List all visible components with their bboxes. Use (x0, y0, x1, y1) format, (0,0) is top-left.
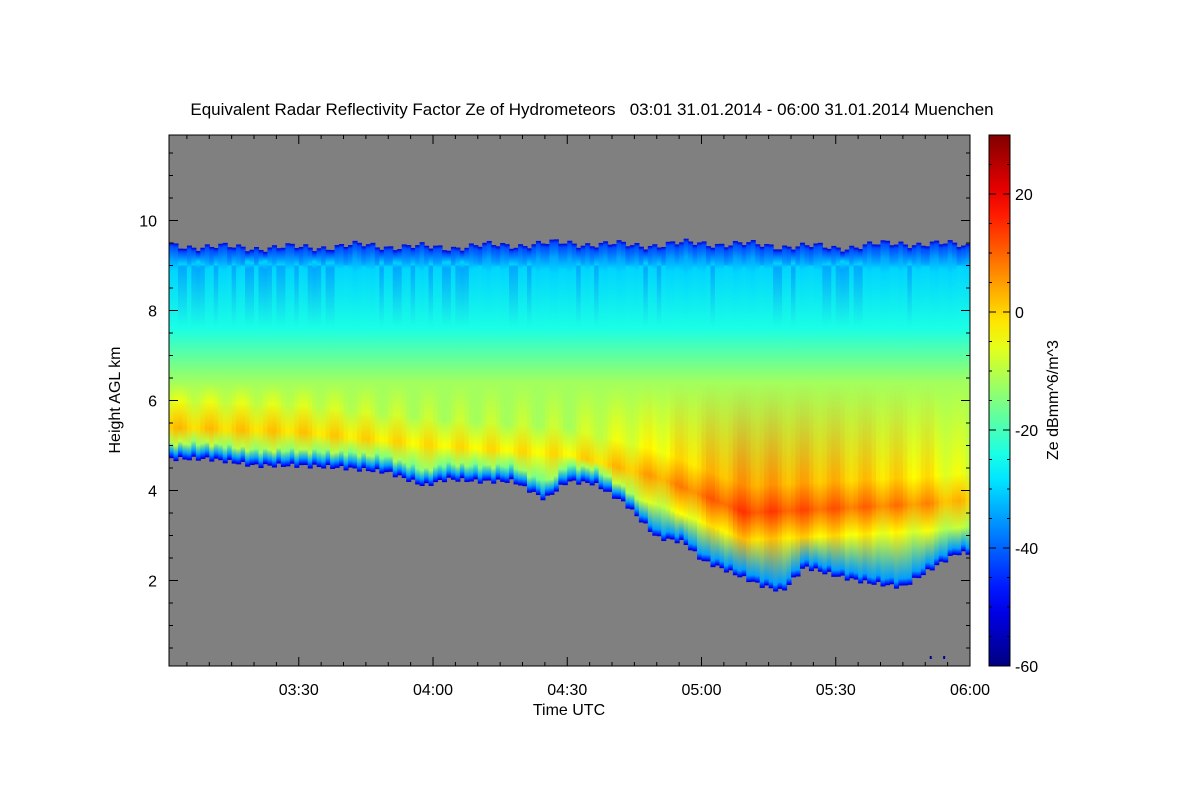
colorbar-label: Ze dBmm^6/m^3 (1045, 340, 1062, 460)
x-axis: 03:30 04:00 04:30 05:00 05:30 06:00 (186, 135, 990, 699)
colorbar-tick-label: 0 (1015, 305, 1024, 322)
y-axis: 2 4 6 8 10 (139, 152, 970, 649)
colorbar-tick-label: 20 (1015, 187, 1033, 204)
x-tick-label: 03:30 (279, 682, 319, 699)
x-tick-label: 04:30 (547, 682, 587, 699)
colorbar-axis: 20 0 -20 -40 -60 (989, 164, 1038, 676)
y-tick-label: 10 (139, 214, 157, 231)
x-axis-label: Time UTC (533, 702, 605, 719)
noise-point (943, 656, 946, 659)
y-tick-label: 6 (148, 394, 157, 411)
colorbar-tick-label: -40 (1015, 541, 1038, 558)
colorbar (988, 134, 1011, 667)
x-tick-label: 04:00 (413, 682, 453, 699)
chart-title: Equivalent Radar Reflectivity Factor Ze … (190, 100, 993, 119)
colorbar-tick-label: -60 (1015, 659, 1038, 676)
y-tick-label: 4 (148, 484, 157, 501)
y-tick-label: 8 (148, 304, 157, 321)
x-tick-label: 06:00 (950, 682, 990, 699)
colorbar-tick-label: -20 (1015, 423, 1038, 440)
reflectivity-field (169, 238, 970, 659)
x-tick-label: 05:00 (681, 682, 721, 699)
y-axis-label: Height AGL km (107, 346, 124, 453)
x-tick-label: 05:30 (816, 682, 856, 699)
noise-point (929, 656, 932, 659)
y-tick-label: 2 (148, 574, 157, 591)
